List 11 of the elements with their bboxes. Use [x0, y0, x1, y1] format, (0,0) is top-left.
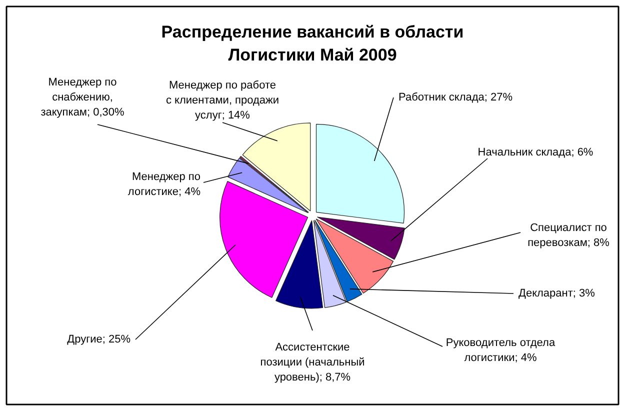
slice-label: Начальник склада; 6%	[478, 146, 594, 158]
slice-label: Менеджер по снабжению, закупкам; 0,30%	[40, 76, 125, 118]
slice-label: Менеджер по логистике; 4%	[128, 171, 201, 198]
slice-label: Специалист по перевозкам; 8%	[528, 222, 610, 249]
slice-label: Ассистентские позиции (начальный уровень); 8,7%	[260, 342, 365, 384]
slice-label: Менеджер по работе с клиентами, продажи услуг; 14%	[166, 80, 280, 122]
slice-label: Другие; 25%	[67, 334, 131, 346]
chart-title: Распределение вакансий в области Логистики Май 2009	[161, 22, 464, 64]
slice-label: Работник склада; 27%	[398, 92, 513, 104]
slice-label: Декларант; 3%	[518, 288, 596, 300]
slice-label: Руководитель отдела логистики; 4%	[446, 337, 556, 364]
